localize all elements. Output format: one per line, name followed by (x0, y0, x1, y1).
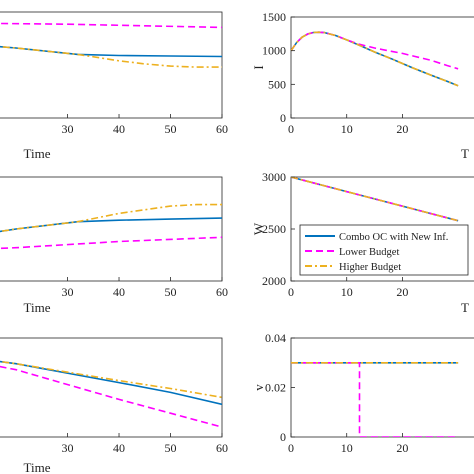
series-line-lower (0, 365, 222, 428)
subplot-mid-right: 0 10 20 2000 2500 3000 T W (251, 170, 474, 315)
x-axis-label: T (461, 300, 469, 315)
series-line-combo (0, 45, 222, 58)
y-tick-label: 1500 (262, 10, 286, 24)
x-tick-label: 50 (165, 441, 177, 455)
y-axis-label: W (251, 222, 266, 235)
x-tick-label: 40 (113, 122, 125, 136)
axes-box (0, 11, 223, 119)
series-line-higher (0, 360, 222, 399)
y-tick-label: 0 (280, 111, 286, 125)
y-tick-label: 2000 (262, 274, 286, 288)
series-group (0, 22, 222, 68)
subplot-mid-left: 30 40 50 60 Time (0, 176, 228, 315)
x-tick-label: 60 (216, 441, 228, 455)
subplot-top-right: 0 10 20 0 500 1000 1500 T I (251, 10, 474, 161)
x-tick-label: 30 (62, 441, 74, 455)
legend-label-combo: Combo OC with New Inf. (339, 232, 448, 243)
series-line-combo (0, 360, 222, 406)
series-line-combo (291, 31, 459, 87)
y-tick-label: 3000 (262, 170, 286, 184)
x-axis-label: Time (24, 146, 51, 161)
x-tick-label: 20 (396, 122, 408, 136)
series-group (0, 360, 222, 428)
x-tick-label: 20 (396, 285, 408, 299)
y-axis-label: v (251, 384, 266, 391)
series-line-higher (291, 31, 459, 87)
series-line-higher (291, 177, 459, 222)
x-tick-label: 30 (62, 122, 74, 136)
series-line-lower (0, 22, 222, 29)
series-line-lower (291, 177, 459, 222)
x-tick-label: 0 (288, 122, 294, 136)
legend-label-higher: Higher Budget (339, 262, 401, 273)
subplot-top-left: 30 40 50 60 Time (0, 11, 228, 161)
x-tick-label: 60 (216, 122, 228, 136)
subplot-bottom-left: 30 40 50 60 Time (0, 337, 228, 474)
x-axis-label: Time (24, 300, 51, 315)
axes-box (290, 337, 474, 438)
y-tick-label: 1000 (262, 44, 286, 58)
x-tick-label: 0 (288, 285, 294, 299)
x-tick-label: 40 (113, 285, 125, 299)
axes-box (290, 16, 474, 119)
x-axis-label: Time (24, 460, 51, 474)
legend: Combo OC with New Inf. Lower Budget High… (299, 224, 469, 276)
x-tick-label: 40 (113, 441, 125, 455)
x-tick-label: 20 (396, 441, 408, 455)
legend-label-lower: Lower Budget (339, 247, 399, 258)
y-tick-label: 0.04 (265, 331, 286, 345)
x-tick-label: 60 (216, 285, 228, 299)
x-tick-label: 30 (62, 285, 74, 299)
subplot-bottom-right: 0 10 20 0 0.02 0.04 v (251, 331, 474, 455)
series-line-lower (291, 31, 459, 70)
x-tick-label: 10 (341, 441, 353, 455)
series-line-combo (0, 217, 222, 233)
y-axis-label: I (251, 65, 266, 69)
y-tick-label: 500 (268, 77, 286, 91)
series-line-lower (291, 361, 459, 437)
x-tick-label: 50 (165, 285, 177, 299)
series-group (291, 361, 459, 437)
y-tick-label: 0 (280, 430, 286, 444)
series-line-higher (0, 203, 222, 233)
series-group (291, 31, 459, 87)
x-tick-label: 0 (288, 441, 294, 455)
y-tick-label: 0.02 (265, 381, 286, 395)
y-tick-label: 2500 (262, 222, 286, 236)
axes-box (0, 337, 223, 438)
series-line-lower (0, 236, 222, 250)
x-axis-label: T (461, 146, 469, 161)
series-group (0, 203, 222, 250)
x-tick-label: 10 (341, 122, 353, 136)
series-group (291, 177, 459, 222)
series-line-higher (0, 45, 222, 68)
x-tick-label: 10 (341, 285, 353, 299)
axes-box (0, 176, 223, 282)
x-tick-label: 50 (165, 122, 177, 136)
